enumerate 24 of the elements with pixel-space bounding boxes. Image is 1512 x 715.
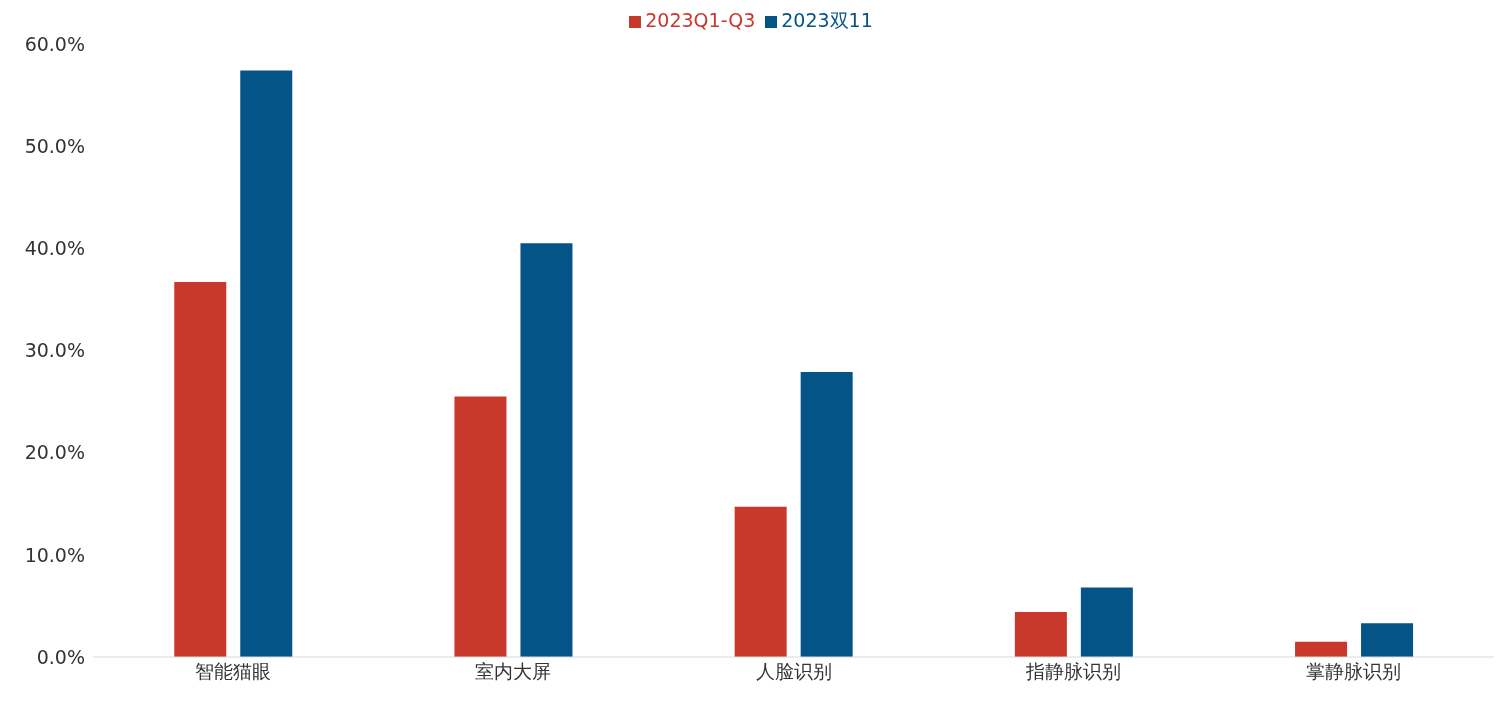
- y-tick-label: 30.0%: [24, 339, 85, 362]
- x-tick-label: 指静脉识别: [1025, 660, 1122, 683]
- x-tick-label: 智能猫眼: [195, 660, 272, 683]
- x-tick-label: 室内大屏: [475, 660, 552, 683]
- bar: [734, 506, 787, 657]
- y-tick-label: 60.0%: [24, 32, 85, 55]
- legend-label: 2023双11: [781, 9, 873, 31]
- bar: [454, 396, 507, 657]
- y-tick-label: 0.0%: [36, 645, 85, 668]
- bar: [1080, 587, 1133, 657]
- legend-label: 2023Q1-Q3: [645, 9, 756, 31]
- bar: [240, 70, 293, 657]
- y-tick-label: 40.0%: [24, 237, 85, 260]
- bar: [520, 243, 573, 657]
- y-tick-label: 20.0%: [24, 441, 85, 464]
- bar: [1014, 612, 1067, 657]
- bar: [800, 371, 853, 657]
- y-tick-label: 10.0%: [24, 543, 85, 566]
- bar: [1295, 641, 1348, 657]
- y-tick-label: 50.0%: [24, 134, 85, 157]
- bar: [1361, 623, 1414, 657]
- bar: [174, 282, 227, 657]
- x-tick-label: 掌静脉识别: [1306, 660, 1402, 683]
- x-tick-label: 人脸识别: [755, 660, 832, 683]
